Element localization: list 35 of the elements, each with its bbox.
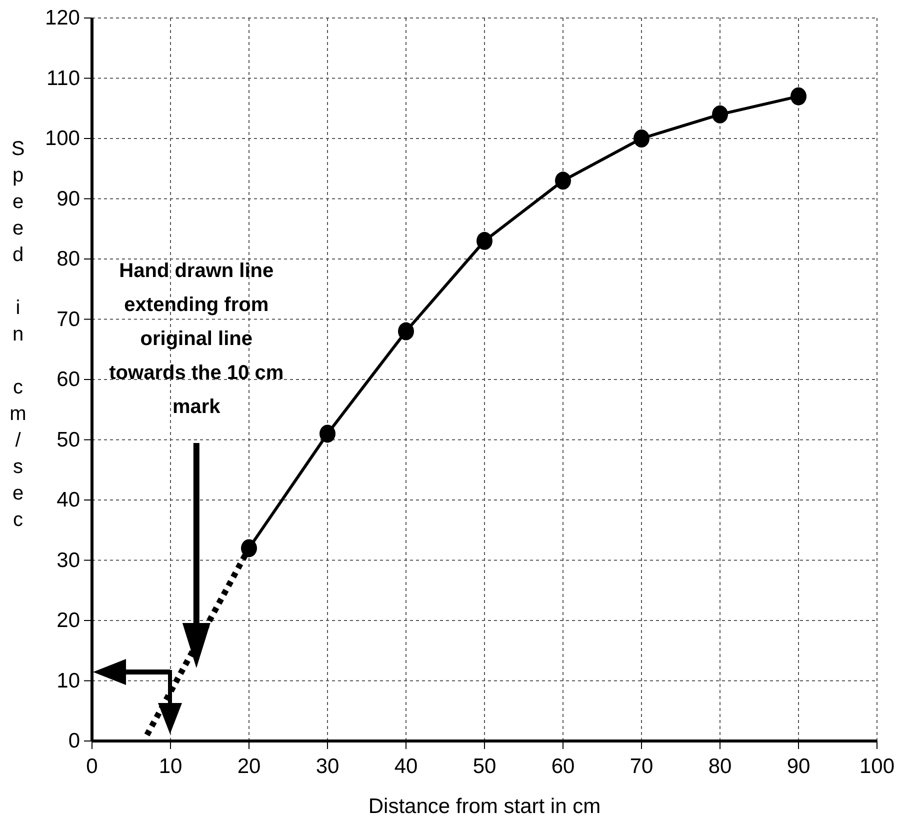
y-tick-label: 0 xyxy=(68,730,80,752)
text: Speed in cm/sec xyxy=(10,138,26,531)
annotation: Hand drawn line extending from original line towards the 10 cm mark xyxy=(109,260,284,418)
x-tick-label: 80 xyxy=(708,755,732,778)
x-tick-label: 100 xyxy=(859,755,895,778)
x-tick-label: 10 xyxy=(158,755,182,778)
y-tick-label: 30 xyxy=(56,548,80,572)
y-tick-label: 90 xyxy=(56,187,80,210)
x-tick-label: 30 xyxy=(316,755,340,778)
x-tick-label: 60 xyxy=(551,755,575,778)
y-tick-label: 100 xyxy=(44,127,80,150)
y-tick-label: 10 xyxy=(56,669,80,692)
x-tick-label: 70 xyxy=(630,755,654,778)
y-tick-label: 80 xyxy=(56,248,80,270)
point xyxy=(476,232,492,250)
point xyxy=(790,87,806,106)
point xyxy=(241,539,257,558)
point xyxy=(398,322,414,340)
x-tick-label: 90 xyxy=(786,755,810,778)
y-tick-label: 60 xyxy=(56,368,80,391)
x-tick-label: 50 xyxy=(472,755,496,778)
point xyxy=(320,424,336,443)
y-tick-label: 110 xyxy=(46,66,80,90)
point xyxy=(555,172,571,190)
x-tick-label: 40 xyxy=(394,755,418,778)
point xyxy=(634,130,650,148)
point xyxy=(712,105,728,124)
x-axis-title: Distance from start in cm xyxy=(368,795,601,818)
y-tick-label: 50 xyxy=(56,428,80,452)
x-tick-label: 20 xyxy=(237,755,261,778)
y-tick-label: 70 xyxy=(56,308,80,331)
y-tick-label: 20 xyxy=(56,609,80,632)
x-tick-label: 0 xyxy=(86,755,98,778)
y-tick-label: 120 xyxy=(44,6,80,30)
y-tick-label: 40 xyxy=(56,488,80,512)
